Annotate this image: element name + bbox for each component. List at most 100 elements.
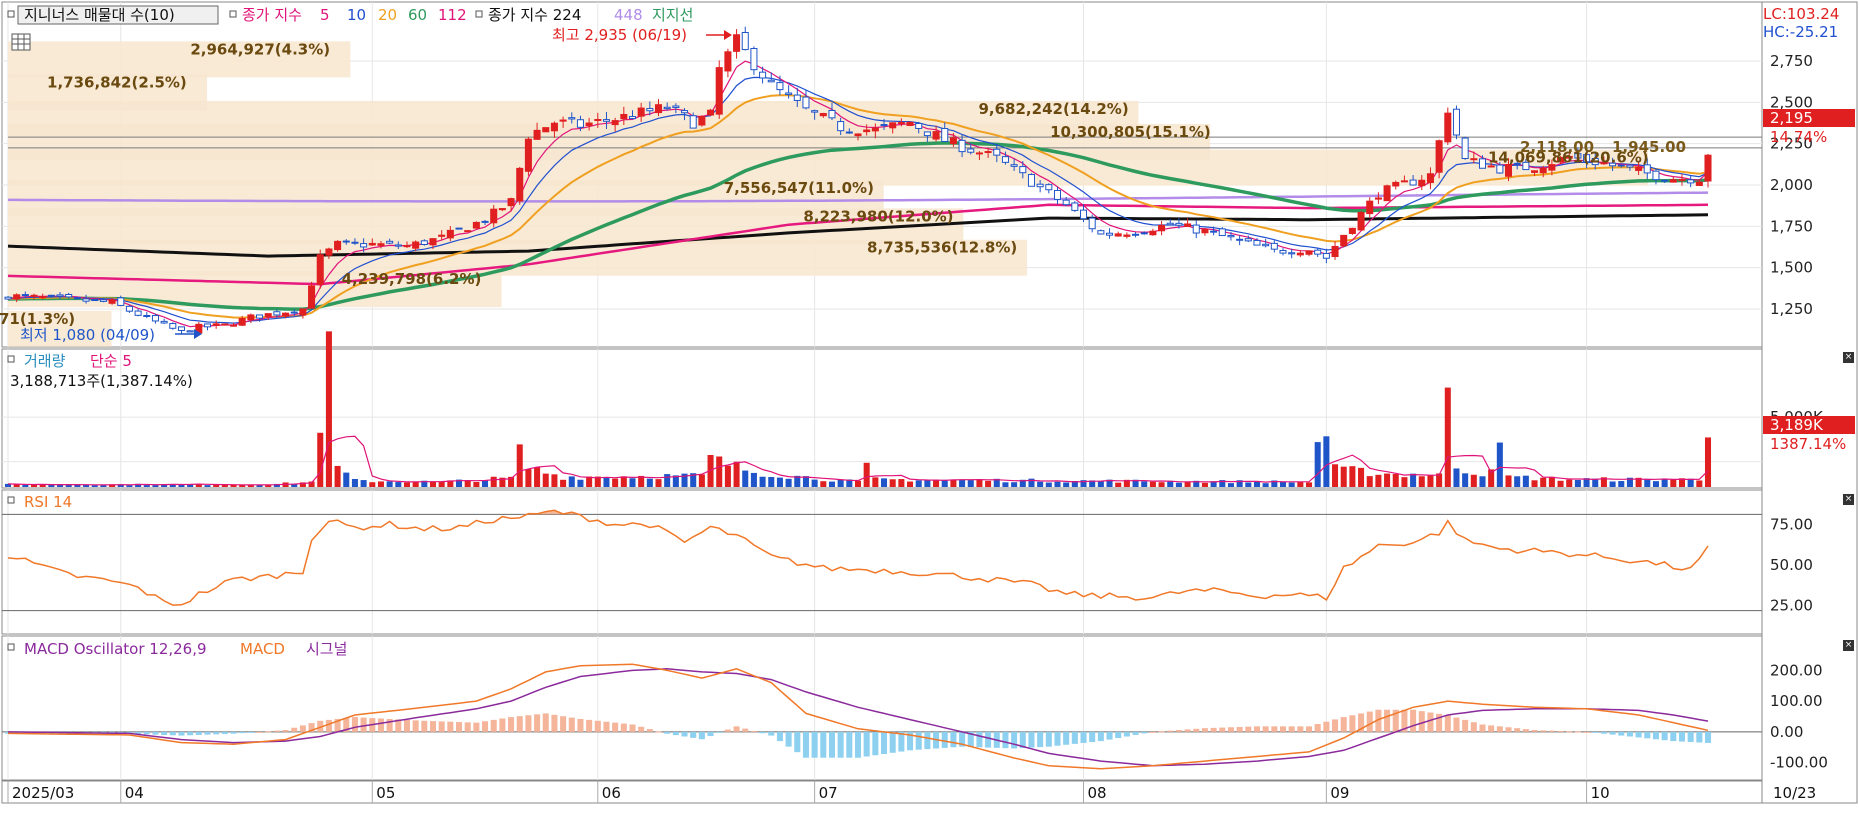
candle-body — [1532, 171, 1538, 173]
candle-body — [1540, 168, 1546, 172]
macd-oscillator-bar — [1159, 731, 1165, 732]
candle-body — [1462, 138, 1468, 158]
candle-body — [1002, 157, 1008, 163]
candle-body — [682, 111, 688, 113]
macd-oscillator-bar — [178, 732, 184, 736]
candle-body — [430, 239, 436, 245]
candle-body — [1323, 253, 1329, 258]
candle-body — [708, 110, 714, 115]
macd-oscillator-bar — [1445, 715, 1451, 732]
candle-body — [734, 35, 740, 52]
ma-legend-label: 종가 지수 — [242, 6, 302, 24]
candle-body — [1358, 212, 1364, 230]
macd-oscillator-bar — [1636, 732, 1642, 738]
volume-bar — [1375, 475, 1381, 487]
candle-body — [525, 139, 531, 171]
macd-oscillator-bar — [213, 732, 219, 734]
candle-body — [933, 132, 939, 139]
candle-body — [178, 327, 184, 331]
macd-oscillator-bar — [872, 732, 878, 755]
volume-panel-close-icon[interactable]: × — [1843, 352, 1854, 363]
candle-body — [31, 295, 37, 296]
macd-oscillator-bar — [1688, 732, 1694, 742]
volume-bar — [1315, 442, 1321, 487]
macd-panel-close-icon[interactable]: × — [1843, 640, 1854, 651]
volume-bar — [1037, 482, 1043, 487]
candle-body — [222, 324, 228, 325]
macd-oscillator-bar — [1662, 732, 1668, 740]
macd-oscillator-bar — [786, 732, 792, 747]
volume-bar — [1332, 464, 1338, 487]
macd-oscillator-bar — [1150, 732, 1156, 733]
volume-bar — [560, 480, 566, 487]
x-axis-label: 09 — [1330, 784, 1349, 802]
macd-oscillator-bar — [586, 720, 592, 732]
macd-oscillator-bar — [1167, 731, 1173, 732]
candle-body — [1133, 234, 1139, 235]
volume-bar — [534, 467, 540, 487]
volume-info: 3,188,713주(1,387.14%) — [10, 372, 193, 390]
volume-bar — [378, 481, 384, 487]
candle-body — [369, 243, 375, 245]
candle-body — [768, 80, 774, 82]
candle-body — [274, 312, 280, 315]
volume-bar — [1566, 480, 1572, 487]
rsi-panel-close-icon[interactable]: × — [1843, 494, 1854, 505]
macd-oscillator-bar — [1228, 727, 1234, 732]
x-axis-label: 07 — [819, 784, 838, 802]
candle-body — [890, 123, 896, 128]
volume-bar — [491, 477, 497, 487]
volume-bar — [968, 480, 974, 487]
volume-bar — [734, 462, 740, 487]
macd-oscillator-bar — [924, 732, 930, 749]
macd-oscillator-bar — [1107, 732, 1113, 740]
macd-oscillator-bar — [204, 732, 210, 735]
macd-oscillator-bar — [1115, 732, 1121, 738]
candle-body — [1636, 167, 1642, 170]
candle-body — [1271, 243, 1277, 249]
candle-body — [1089, 218, 1095, 229]
macd-oscillator-bar — [230, 732, 236, 734]
price-tick-label: 1,500 — [1770, 259, 1813, 277]
volume-bar — [898, 479, 904, 487]
candle-body — [1028, 175, 1034, 187]
macd-oscillator-bar — [1089, 732, 1095, 742]
candle-body — [1375, 198, 1381, 199]
candle-body — [92, 300, 98, 301]
candle-body — [725, 52, 731, 71]
volume-bar — [1514, 476, 1520, 487]
macd-oscillator-bar — [1141, 732, 1147, 734]
candle-body — [872, 128, 878, 131]
volume-bar — [1462, 473, 1468, 487]
candle-body — [690, 116, 696, 128]
macd-oscillator-bar — [820, 732, 826, 758]
volume-bar — [465, 480, 471, 487]
candle-body — [1072, 203, 1078, 210]
candle-body — [586, 123, 592, 126]
macd-legend-checkbox[interactable] — [8, 644, 14, 650]
macd-oscillator-bar — [1254, 726, 1260, 732]
candle-body — [456, 228, 462, 229]
low-annotation: 최저 1,080 (04/09) — [20, 326, 155, 344]
ma-legend-checkbox[interactable] — [230, 11, 236, 17]
volume-legend-checkbox[interactable] — [8, 356, 14, 362]
ma-long-legend-checkbox[interactable] — [476, 11, 482, 17]
legend-checkbox[interactable] — [8, 11, 14, 17]
macd-legend-signal: 시그널 — [306, 640, 347, 658]
x-axis-label: 06 — [602, 784, 621, 802]
candle-body — [968, 149, 974, 152]
macd-oscillator-bar — [1592, 732, 1598, 733]
macd-oscillator-bar — [777, 732, 783, 741]
table-icon[interactable] — [12, 34, 30, 50]
macd-oscillator-bar — [1289, 726, 1295, 732]
rsi-legend-checkbox[interactable] — [8, 497, 14, 503]
macd-oscillator-bar — [1566, 731, 1572, 732]
candle-body — [985, 152, 991, 153]
volume-bar — [1115, 483, 1121, 487]
candle-body — [829, 111, 835, 118]
volume-bar — [1540, 478, 1546, 487]
candle-body — [786, 93, 792, 94]
candle-body — [629, 117, 635, 119]
candle-body — [48, 295, 54, 296]
